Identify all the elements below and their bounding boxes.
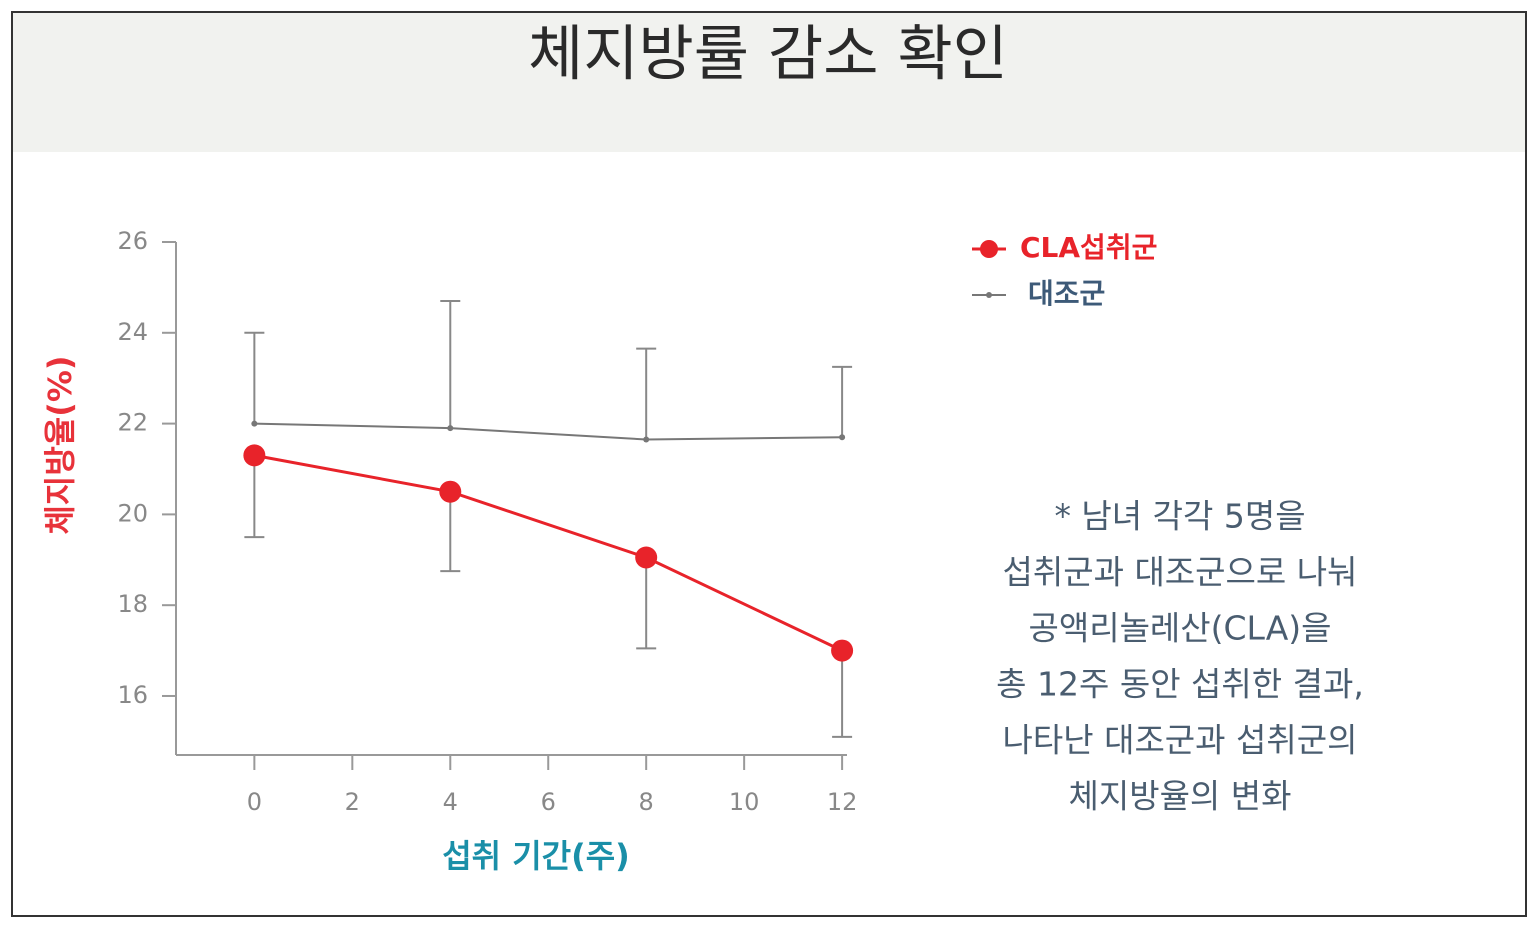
x-tick-label: 4 [443,788,458,816]
chart-title: 체지방률 감소 확인 [528,20,1008,90]
note-line: 체지방율의 변화 [1068,777,1291,816]
y-tick-label: 18 [117,590,148,618]
series-line [254,453,843,652]
x-axis-label: 섭취 기간(주) [442,837,630,875]
y-tick-label: 20 [117,499,148,527]
x-tick-label: 0 [247,788,262,816]
point [839,434,846,441]
x-tick-label: 10 [729,788,760,816]
note-line: 총 12주 동안 섭취한 결과, [996,665,1364,704]
point [447,425,454,432]
point [243,444,266,467]
header-band [12,12,1526,152]
x-tick-label: 8 [639,788,654,816]
frame [11,11,1527,917]
legend-marker [986,292,992,298]
note-line: 섭취군과 대조군으로 나눠 [1003,553,1358,592]
y-tick-label: 24 [117,318,148,346]
x-tick-label: 12 [827,788,858,816]
y-tick-label: 16 [117,681,148,709]
y-tick-label: 26 [117,227,148,255]
x-tick-label: 2 [345,788,360,816]
legend-marker [980,240,998,258]
point [831,639,854,662]
y-axis-label: 체지방율(%) [41,355,79,534]
note-line: * 남녀 각각 5명을 [1054,497,1305,536]
y-tick-label: 22 [117,409,148,437]
series-line [254,422,843,441]
point [251,420,258,427]
point [643,436,650,443]
legend-label: 대조군 [1028,277,1105,310]
legend-label: CLA섭취군 [1020,231,1157,264]
point [635,546,658,569]
x-tick-label: 6 [541,788,556,816]
note-line: 나타난 대조군과 섭취군의 [1003,721,1358,760]
note-line: 공액리놀레산(CLA)을 [1028,609,1331,648]
point [439,480,462,503]
